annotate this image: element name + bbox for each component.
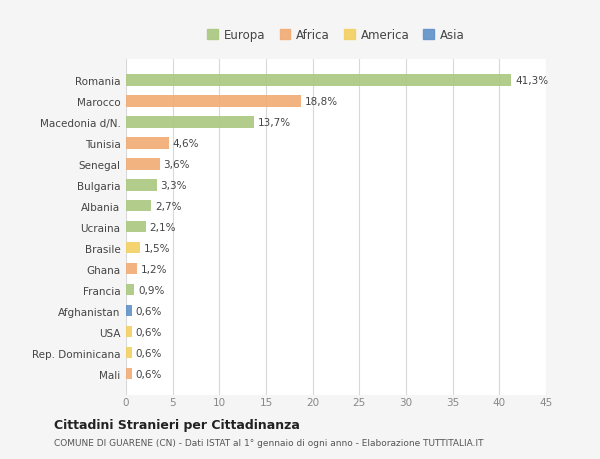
Bar xyxy=(126,263,137,275)
Bar xyxy=(126,368,131,380)
Legend: Europa, Africa, America, Asia: Europa, Africa, America, Asia xyxy=(208,29,464,42)
Bar xyxy=(126,75,511,86)
Text: 13,7%: 13,7% xyxy=(257,118,291,128)
Text: 0,6%: 0,6% xyxy=(136,327,162,337)
Text: 2,7%: 2,7% xyxy=(155,202,181,211)
Bar xyxy=(126,201,151,212)
Text: 0,6%: 0,6% xyxy=(136,369,162,379)
Bar xyxy=(126,179,157,191)
Bar xyxy=(126,138,169,149)
Text: 1,2%: 1,2% xyxy=(141,264,167,274)
Bar xyxy=(126,96,301,107)
Bar xyxy=(126,284,134,296)
Text: 0,9%: 0,9% xyxy=(138,285,164,295)
Bar xyxy=(126,326,131,338)
Bar xyxy=(126,242,140,254)
Text: 41,3%: 41,3% xyxy=(515,76,548,86)
Text: 1,5%: 1,5% xyxy=(144,243,170,253)
Text: 0,6%: 0,6% xyxy=(136,306,162,316)
Bar xyxy=(126,159,160,170)
Text: COMUNE DI GUARENE (CN) - Dati ISTAT al 1° gennaio di ogni anno - Elaborazione TU: COMUNE DI GUARENE (CN) - Dati ISTAT al 1… xyxy=(54,438,484,447)
Bar xyxy=(126,305,131,317)
Bar xyxy=(126,347,131,358)
Text: 0,6%: 0,6% xyxy=(136,348,162,358)
Text: Cittadini Stranieri per Cittadinanza: Cittadini Stranieri per Cittadinanza xyxy=(54,418,300,431)
Text: 3,6%: 3,6% xyxy=(163,159,190,169)
Bar xyxy=(126,117,254,128)
Text: 2,1%: 2,1% xyxy=(149,222,176,232)
Bar xyxy=(126,221,146,233)
Text: 18,8%: 18,8% xyxy=(305,96,338,106)
Text: 3,3%: 3,3% xyxy=(161,180,187,190)
Text: 4,6%: 4,6% xyxy=(173,139,199,148)
